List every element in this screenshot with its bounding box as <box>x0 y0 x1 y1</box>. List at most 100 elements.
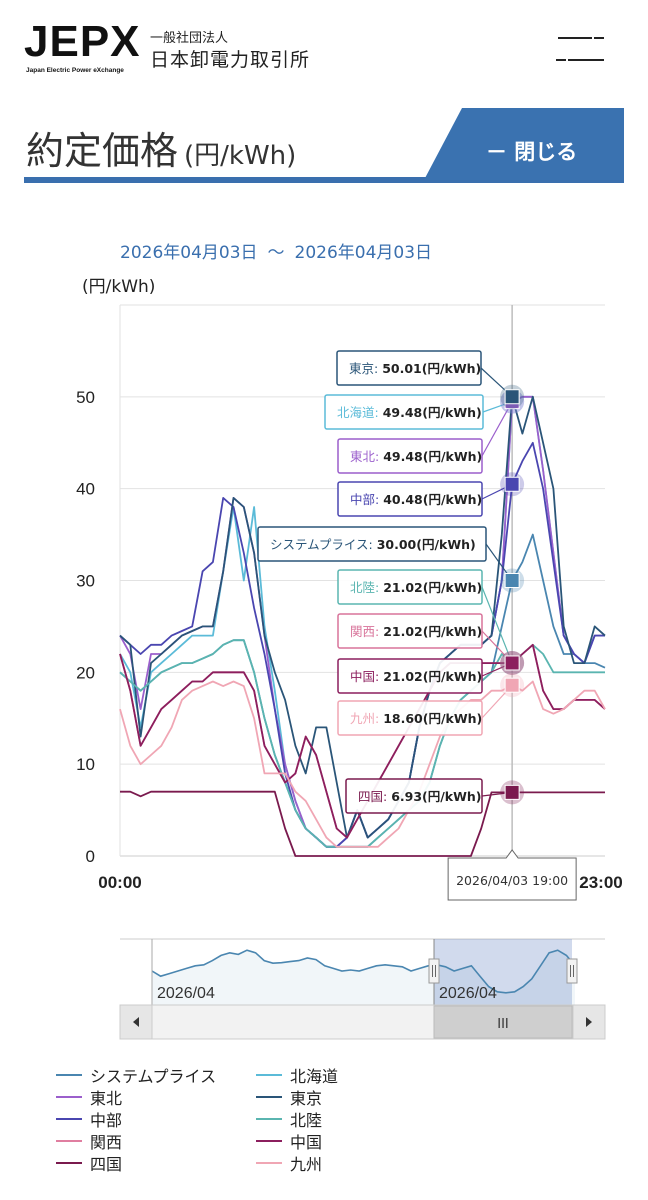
hover-marker[interactable] <box>504 655 520 671</box>
scrollbar-thumb[interactable] <box>433 1005 573 1039</box>
legend-label: 東京 <box>290 1089 323 1108</box>
legend-item[interactable]: 中部 <box>56 1108 122 1130</box>
tooltip-value: 21.02(円/kWh) <box>383 624 482 639</box>
legend-label: 北海道 <box>290 1067 339 1086</box>
menu-line <box>594 37 604 39</box>
page-title-text: 約定価格 <box>26 129 179 173</box>
legend-label: システムプライス <box>90 1067 217 1086</box>
legend-item[interactable]: 北陸 <box>256 1108 322 1130</box>
date-separator: 〜 <box>267 243 285 263</box>
chevron-left-icon <box>133 1017 139 1027</box>
date-range: 2026年04月03日〜 2026年04月03日 <box>120 238 432 263</box>
legend-label: 四国 <box>90 1155 123 1174</box>
jepx-logo[interactable]: JEPX Japan Electric Power eXchange <box>24 20 142 78</box>
range-navigator[interactable]: 2026/04 2026/04 III <box>0 930 648 1045</box>
navigator-series <box>151 949 576 994</box>
y-tick-label: 10 <box>76 755 95 774</box>
legend-swatch <box>256 1140 282 1142</box>
y-axis-unit: (円/kWh) <box>82 277 156 297</box>
tooltip-北海道: 北海道: 49.48(円/kWh) <box>324 394 513 430</box>
tooltip-東京: 東京: 50.01(円/kWh) <box>336 350 513 398</box>
tooltip-region: 東京: 50.01(円/kWh) <box>349 361 481 376</box>
legend-swatch <box>56 1074 82 1076</box>
series-line-東京[interactable] <box>119 395 606 839</box>
legend-item[interactable]: 関西 <box>56 1130 122 1152</box>
legend-swatch <box>256 1118 282 1120</box>
y-tick-label: 40 <box>76 480 95 499</box>
legend-item[interactable]: 北海道 <box>256 1064 338 1086</box>
scrollbar-grip: III <box>497 1017 509 1032</box>
navigator-handle[interactable] <box>428 958 440 984</box>
hover-marker[interactable] <box>504 476 520 492</box>
page-title-unit: (円/kWh) <box>184 141 297 171</box>
tooltip-value: 30.00(円/kWh) <box>377 537 476 552</box>
tooltip-東北: 東北: 49.48(円/kWh) <box>337 401 513 474</box>
hover-marker[interactable] <box>504 677 520 693</box>
navigator-handle[interactable] <box>566 958 578 984</box>
page-title: 約定価格 (円/kWh) <box>26 120 296 175</box>
tooltip-connector <box>481 401 513 457</box>
legend-swatch <box>256 1096 282 1098</box>
tooltip-value: 18.60(円/kWh) <box>383 711 482 726</box>
navigator-selection[interactable] <box>434 939 572 1005</box>
logo-text: JEPX <box>24 17 141 66</box>
series-line-四国[interactable] <box>120 790 605 857</box>
close-button[interactable]: － 閉じる <box>424 108 624 180</box>
hover-time-box <box>447 849 577 901</box>
legend-item[interactable]: 東京 <box>256 1086 322 1108</box>
legend-item[interactable]: 四国 <box>56 1152 122 1174</box>
legend-item[interactable]: システムプライス <box>56 1064 216 1086</box>
tooltip-connector <box>481 586 513 664</box>
y-tick-label: 20 <box>76 663 95 682</box>
tooltip-システムプライス: システムプライス: 30.00(円/kWh) <box>257 526 513 581</box>
legend-swatch <box>56 1162 82 1164</box>
menu-line <box>558 37 592 39</box>
hover-marker[interactable] <box>504 573 520 588</box>
tooltip-value: 6.93(円/kWh) <box>391 789 481 804</box>
tooltip-北陸: 北陸: 21.02(円/kWh) <box>337 569 513 664</box>
title-bar: 約定価格 (円/kWh) － 閉じる <box>24 108 624 184</box>
tooltip-value: 49.48(円/kWh) <box>383 449 482 464</box>
title-underline <box>24 177 624 183</box>
tooltip-region: 九州: 18.60(円/kWh) <box>350 711 482 726</box>
tooltip-region: 四国: 6.93(円/kWh) <box>358 789 482 804</box>
menu-line <box>568 59 604 61</box>
chevron-right-icon <box>586 1017 592 1027</box>
org-name: 日本卸電力取引所 <box>150 49 311 71</box>
legend-label: 北陸 <box>290 1111 323 1130</box>
y-tick-label: 0 <box>86 847 95 866</box>
legend-swatch <box>256 1074 282 1076</box>
date-from: 2026年04月03日 <box>120 243 258 263</box>
tooltip-value: 50.01(円/kWh) <box>382 361 481 376</box>
legend-item[interactable]: 東北 <box>56 1086 122 1108</box>
hover-time-label: 2026/04/03 19:00 <box>456 873 568 888</box>
legend-swatch <box>256 1162 282 1164</box>
tooltip-value: 21.02(円/kWh) <box>383 669 482 684</box>
series-line-九州[interactable] <box>119 680 606 848</box>
tooltip-value: 21.02(円/kWh) <box>383 580 482 595</box>
legend-item[interactable]: 中国 <box>256 1130 322 1152</box>
legend-item[interactable]: 九州 <box>256 1152 322 1174</box>
legend-label: 中国 <box>290 1133 323 1152</box>
hover-time-tooltip: 2026/04/03 19:00 <box>447 849 577 901</box>
tooltip-中部: 中部: 40.48(円/kWh) <box>337 481 513 517</box>
tooltip-四国: 四国: 6.93(円/kWh) <box>345 778 513 814</box>
legend-swatch <box>56 1118 82 1120</box>
handle-body <box>428 958 440 984</box>
navigator-area <box>152 950 575 1005</box>
site-header: JEPX Japan Electric Power eXchange 一般社団法… <box>0 0 648 82</box>
tooltip-region: 東北: 49.48(円/kWh) <box>350 449 482 464</box>
tooltip-region: 中部: 40.48(円/kWh) <box>350 492 482 507</box>
tooltip-中国: 中国: 21.02(円/kWh) <box>337 658 513 694</box>
price-chart[interactable]: 0 10 20 30 40 50 東京: 50.01(円/kWh) 北海道: 49.48(円/… <box>0 290 648 920</box>
hover-marker[interactable] <box>504 389 520 405</box>
legend-label: 関西 <box>90 1133 123 1152</box>
handle-body <box>566 958 578 984</box>
menu-icon[interactable] <box>552 33 608 65</box>
logo-subtitle: Japan Electric Power eXchange <box>26 67 124 74</box>
close-button-label: － 閉じる <box>486 140 578 164</box>
hover-marker[interactable] <box>504 784 520 800</box>
x-tick-label: 23:00 <box>579 873 622 892</box>
org-type: 一般社団法人 <box>150 31 229 46</box>
navigator-date-label: 2026/04 <box>157 985 215 1002</box>
